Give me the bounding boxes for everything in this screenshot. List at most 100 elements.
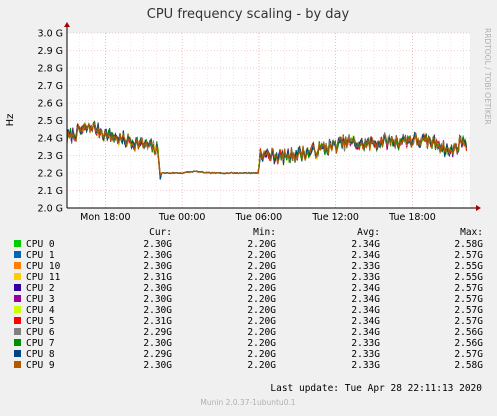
- legend-swatch-cpu-7: [14, 339, 21, 346]
- legend-name-cpu-7: CPU 7: [26, 338, 55, 349]
- legend-avg-cpu-5: 2.34G: [351, 316, 380, 327]
- legend-header-min: Min:: [253, 227, 276, 238]
- legend-name-cpu-3: CPU 3: [26, 294, 55, 305]
- legend-cur-cpu-5: 2.31G: [143, 316, 172, 327]
- legend-max-cpu-4: 2.57G: [454, 305, 483, 316]
- legend-min-cpu-3: 2.20G: [247, 294, 276, 305]
- legend-avg-cpu-6: 2.34G: [351, 327, 380, 338]
- rrdtool-watermark: RRDTOOL / TOBI OETIKER: [483, 28, 492, 125]
- legend-name-cpu-4: CPU 4: [26, 305, 55, 316]
- legend-min-cpu-8: 2.20G: [247, 349, 276, 360]
- x-tick-label: Tue 18:00: [388, 212, 436, 223]
- legend-max-cpu-9: 2.58G: [454, 360, 483, 371]
- legend-max-cpu-2: 2.57G: [454, 283, 483, 294]
- y-axis-arrow: [64, 22, 70, 27]
- legend-swatch-cpu-10: [14, 262, 21, 269]
- x-tick-label: Tue 06:00: [235, 212, 283, 223]
- x-tick-label: Tue 12:00: [311, 212, 359, 223]
- y-axis-label: Hz: [5, 114, 16, 127]
- legend-cur-cpu-4: 2.30G: [143, 305, 172, 316]
- legend-avg-cpu-2: 2.34G: [351, 283, 380, 294]
- legend-name-cpu-5: CPU 5: [26, 316, 55, 327]
- legend-swatch-cpu-8: [14, 350, 21, 357]
- legend-avg-cpu-10: 2.33G: [351, 261, 380, 272]
- legend-name-cpu-1: CPU 1: [26, 250, 55, 261]
- x-axis-arrow: [476, 205, 481, 211]
- legend-cur-cpu-6: 2.29G: [143, 327, 172, 338]
- legend-swatch-cpu-2: [14, 284, 21, 291]
- legend-max-cpu-5: 2.57G: [454, 316, 483, 327]
- legend-name-cpu-6: CPU 6: [26, 327, 55, 338]
- legend-name-cpu-10: CPU 10: [26, 261, 61, 272]
- legend-cur-cpu-7: 2.30G: [143, 338, 172, 349]
- y-tick-label: 2.5 G: [38, 116, 64, 127]
- legend-avg-cpu-11: 2.33G: [351, 272, 380, 283]
- x-tick-label: Mon 18:00: [80, 212, 130, 223]
- legend-avg-cpu-8: 2.33G: [351, 349, 380, 360]
- y-tick-label: 2.3 G: [38, 151, 64, 162]
- axes-layer: [64, 22, 481, 211]
- y-tick-label: 2.1 G: [38, 186, 64, 197]
- legend-min-cpu-2: 2.20G: [247, 283, 276, 294]
- legend-swatch-cpu-0: [14, 240, 21, 247]
- legend-max-cpu-7: 2.56G: [454, 338, 483, 349]
- legend-name-cpu-9: CPU 9: [26, 360, 55, 371]
- legend-swatch-cpu-3: [14, 295, 21, 302]
- legend-avg-cpu-9: 2.33G: [351, 360, 380, 371]
- legend-swatch-cpu-1: [14, 251, 21, 258]
- legend-avg-cpu-4: 2.34G: [351, 305, 380, 316]
- y-tick-label: 2.6 G: [38, 99, 64, 110]
- legend-min-cpu-0: 2.20G: [247, 239, 276, 250]
- legend-avg-cpu-7: 2.33G: [351, 338, 380, 349]
- axis-labels: 3.0 G 2.9 G 2.8 G 2.7 G 2.6 G 2.5 G 2.4 G 2.3 G…: [38, 29, 436, 224]
- munin-version-footer: Munin 2.0.37-1ubuntu0.1: [200, 398, 295, 407]
- series-line-cpu-9: [66, 122, 467, 177]
- legend-cur-cpu-1: 2.30G: [143, 250, 172, 261]
- legend-header-cur: Cur:: [149, 227, 172, 238]
- series-layer: [66, 120, 467, 180]
- legend-cur-cpu-10: 2.30G: [143, 261, 172, 272]
- legend-max-cpu-6: 2.56G: [454, 327, 483, 338]
- y-tick-label: 2.9 G: [38, 46, 64, 57]
- y-tick-label: 2.7 G: [38, 81, 64, 92]
- legend-max-cpu-10: 2.55G: [454, 261, 483, 272]
- y-tick-label: 2.4 G: [38, 134, 64, 145]
- legend-avg-cpu-1: 2.34G: [351, 250, 380, 261]
- legend-max-cpu-3: 2.57G: [454, 294, 483, 305]
- legend-min-cpu-11: 2.20G: [247, 272, 276, 283]
- legend-name-cpu-0: CPU 0: [26, 239, 55, 250]
- legend-min-cpu-5: 2.20G: [247, 316, 276, 327]
- legend-swatch-cpu-5: [14, 317, 21, 324]
- legend-min-cpu-10: 2.20G: [247, 261, 276, 272]
- legend-max-cpu-11: 2.55G: [454, 272, 483, 283]
- legend-header-max: Max:: [460, 227, 483, 238]
- legend-cur-cpu-0: 2.30G: [143, 239, 172, 250]
- y-tick-label: 2.2 G: [38, 169, 64, 180]
- legend-swatch-cpu-9: [14, 361, 21, 368]
- legend-max-cpu-0: 2.58G: [454, 239, 483, 250]
- legend-name-cpu-11: CPU 11: [26, 272, 61, 283]
- legend-name-cpu-8: CPU 8: [26, 349, 55, 360]
- y-tick-label: 3.0 G: [38, 29, 64, 40]
- y-tick-label: 2.8 G: [38, 64, 64, 75]
- legend-table: Cur: Min: Avg: Max: CPU 0 2.30G 2.20G 2.34G 2.58…: [14, 227, 483, 371]
- legend-name-cpu-2: CPU 2: [26, 283, 55, 294]
- legend-max-cpu-1: 2.57G: [454, 250, 483, 261]
- legend-cur-cpu-11: 2.31G: [143, 272, 172, 283]
- legend-cur-cpu-3: 2.30G: [143, 294, 172, 305]
- legend-min-cpu-6: 2.20G: [247, 327, 276, 338]
- legend-avg-cpu-3: 2.34G: [351, 294, 380, 305]
- x-tick-label: Tue 00:00: [158, 212, 206, 223]
- legend-cur-cpu-2: 2.30G: [143, 283, 172, 294]
- legend-cur-cpu-8: 2.29G: [143, 349, 172, 360]
- legend-header-avg: Avg:: [357, 227, 380, 238]
- chart-title: CPU frequency scaling - by day: [147, 7, 350, 22]
- legend-swatch-cpu-4: [14, 306, 21, 313]
- legend-max-cpu-8: 2.57G: [454, 349, 483, 360]
- legend-min-cpu-4: 2.20G: [247, 305, 276, 316]
- legend-cur-cpu-9: 2.30G: [143, 360, 172, 371]
- legend-min-cpu-7: 2.20G: [247, 338, 276, 349]
- legend-min-cpu-9: 2.20G: [247, 360, 276, 371]
